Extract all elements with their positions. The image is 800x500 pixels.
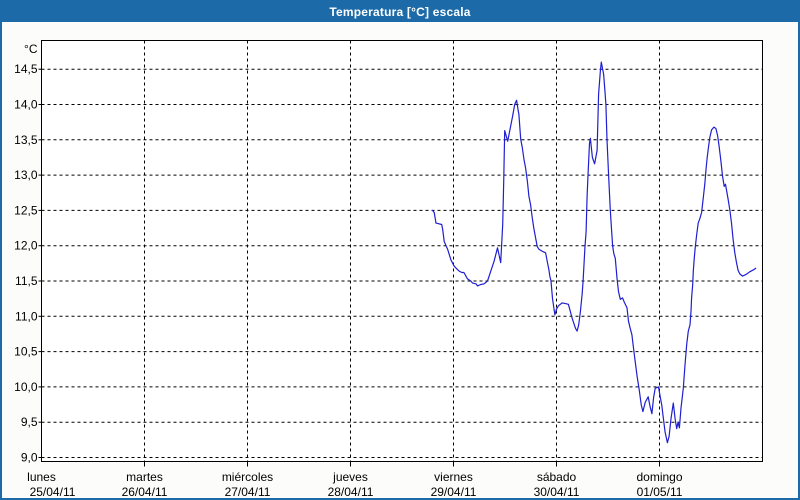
y-tick-label: 14,5 bbox=[14, 62, 38, 76]
temperature-line bbox=[431, 61, 757, 444]
title-bar: Temperatura [°C] escala bbox=[2, 2, 798, 22]
y-tick-label: 12,0 bbox=[14, 239, 38, 253]
y-tick-label: 10,5 bbox=[14, 345, 38, 359]
day-date-label: 26/04/11 bbox=[122, 485, 168, 499]
y-tick-label: 11,5 bbox=[15, 274, 38, 288]
day-name-label: domingo bbox=[636, 470, 682, 484]
day-name-label: lunes bbox=[27, 470, 56, 484]
y-tick-label: 13,5 bbox=[14, 133, 38, 147]
day-name-label: sábado bbox=[537, 470, 577, 484]
y-tick-label: 13,0 bbox=[14, 168, 38, 182]
day-date-label: 30/04/11 bbox=[534, 485, 580, 499]
y-axis-unit-label: °C bbox=[24, 42, 38, 56]
day-date-label: 01/05/11 bbox=[637, 485, 683, 499]
day-name-label: viernes bbox=[434, 470, 473, 484]
day-name-label: miércoles bbox=[222, 470, 273, 484]
y-tick-label: 11,0 bbox=[15, 309, 38, 323]
window-title: Temperatura [°C] escala bbox=[329, 5, 471, 19]
day-date-label: 25/04/11 bbox=[30, 485, 76, 499]
plot-area bbox=[41, 40, 763, 462]
y-tick-label: 12,5 bbox=[14, 203, 38, 217]
y-tick-label: 14,0 bbox=[14, 98, 38, 112]
day-name-label: jueves bbox=[332, 470, 368, 484]
day-date-label: 29/04/11 bbox=[431, 485, 477, 499]
y-tick-label: 9,0 bbox=[21, 451, 38, 465]
y-tick-label: 10,0 bbox=[14, 380, 38, 394]
day-date-label: 27/04/11 bbox=[225, 485, 271, 499]
y-tick-label: 9,5 bbox=[21, 415, 38, 429]
day-name-label: martes bbox=[126, 470, 163, 484]
day-date-label: 28/04/11 bbox=[328, 485, 374, 499]
